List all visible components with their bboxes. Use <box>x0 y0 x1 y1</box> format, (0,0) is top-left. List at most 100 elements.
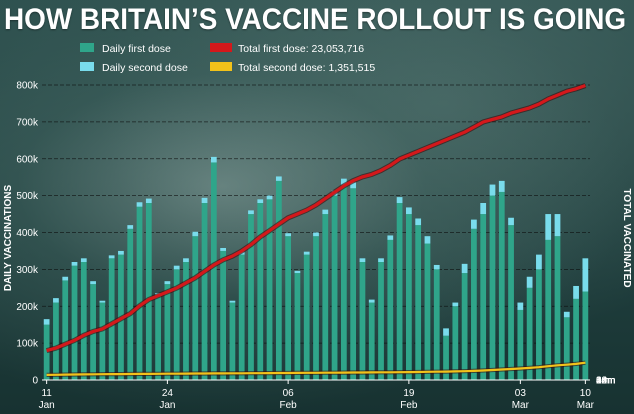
bar-first-dose <box>62 280 69 380</box>
chart-title: HOW BRITAIN’S VACCINE ROLLOUT IS GOING <box>4 3 627 36</box>
bar-first-dose <box>80 262 87 380</box>
bar-first-dose <box>340 184 347 380</box>
bar-first-dose <box>415 225 422 380</box>
bar-first-dose <box>266 199 273 380</box>
bar-first-dose <box>443 335 449 380</box>
y-tick-label-left: 800k <box>16 81 39 92</box>
bar-second-dose <box>127 225 134 229</box>
bar-first-dose <box>275 180 282 380</box>
y-tick-label-right: 14m <box>596 375 615 386</box>
legend-label-total-second: Total second dose: 1,351,515 <box>238 62 375 74</box>
legend-label-total-first: Total first dose: 23,053,716 <box>238 43 364 55</box>
x-tick-label: 19 <box>403 388 415 399</box>
bar-second-dose <box>396 197 403 203</box>
bar-second-dose <box>359 258 366 262</box>
x-tick-sublabel: Feb <box>280 400 298 411</box>
bar-second-dose <box>220 247 226 251</box>
bars-layer <box>43 156 589 380</box>
y-tick-label-right: 12m <box>596 375 615 386</box>
bar-second-dose <box>471 219 477 229</box>
bar-second-dose <box>43 319 50 325</box>
x-tick-label: 03 <box>515 388 527 399</box>
legend: Daily first dose Daily second dose Total… <box>80 43 375 74</box>
bar-first-dose <box>378 262 384 380</box>
legend-label-daily-first: Daily first dose <box>102 43 171 55</box>
x-tick-label: 11 <box>41 388 52 399</box>
bar-second-dose <box>192 231 199 237</box>
x-tick-label: 10 <box>580 388 592 399</box>
bar-second-dose <box>368 299 375 303</box>
bar-second-dose <box>378 258 384 262</box>
y-tick-label-left: 400k <box>16 228 39 239</box>
bar-second-dose <box>480 203 487 215</box>
bar-first-dose <box>303 254 310 380</box>
bar-first-dose <box>452 306 459 380</box>
bar-second-dose <box>350 182 357 189</box>
bar-second-dose <box>164 281 171 285</box>
bar-first-dose <box>210 162 217 380</box>
y-tick-label-left: 100k <box>16 339 39 350</box>
bar-second-dose <box>303 251 310 255</box>
bar-second-dose <box>498 180 505 192</box>
line-total-second-dose <box>46 361 586 376</box>
bar-second-dose <box>118 250 124 255</box>
bar-first-dose <box>526 287 533 380</box>
bar-second-dose <box>517 302 524 310</box>
bar-second-dose <box>415 218 422 226</box>
bar-first-dose <box>136 206 143 380</box>
bar-first-dose <box>285 236 292 380</box>
bar-first-dose <box>229 302 236 380</box>
bar-second-dose <box>573 285 579 299</box>
y-tick-label-left: 0 <box>32 376 38 387</box>
bar-first-dose <box>433 269 440 380</box>
x-tick-sublabel: Jan <box>159 400 175 411</box>
bar-first-dose <box>145 203 152 380</box>
bar-first-dose <box>43 324 50 380</box>
y-tick-label-right: 10m <box>596 375 615 386</box>
x-tick-sublabel: Mar <box>512 400 530 411</box>
bar-first-dose <box>248 214 254 380</box>
x-tick-sublabel: Mar <box>577 400 595 411</box>
y-tick-label-left: 500k <box>16 191 39 202</box>
bar-second-dose <box>285 233 292 237</box>
bar-first-dose <box>238 254 245 380</box>
y-tick-label-right: 0 <box>596 376 602 387</box>
bar-second-dose <box>99 300 106 303</box>
bar-second-dose <box>461 263 468 274</box>
bar-second-dose <box>545 214 552 240</box>
legend-swatch-daily-second <box>80 62 94 71</box>
bar-second-dose <box>443 328 449 336</box>
bar-first-dose <box>396 203 403 380</box>
y-tick-label-right: 20m <box>596 375 615 386</box>
bar-first-dose <box>71 265 78 380</box>
bar-first-dose <box>164 284 171 380</box>
bar-first-dose <box>359 262 366 380</box>
bar-second-dose <box>71 262 78 266</box>
bar-first-dose <box>368 302 375 380</box>
bar-first-dose <box>554 236 561 380</box>
x-tick-label: 06 <box>283 388 295 399</box>
bar-second-dose <box>433 264 440 270</box>
y-tick-label-left: 200k <box>16 302 39 313</box>
bar-second-dose <box>313 232 319 237</box>
bar-second-dose <box>145 198 152 203</box>
legend-swatch-total-second <box>210 62 232 71</box>
legend-swatch-total-first <box>210 43 232 52</box>
y-tick-label-right: 18m <box>596 375 615 386</box>
bar-second-dose <box>53 298 59 303</box>
bar-first-dose <box>461 273 468 380</box>
bar-second-dose <box>508 217 514 226</box>
bar-first-dose <box>387 239 394 380</box>
bar-second-dose <box>387 235 394 240</box>
bar-first-dose <box>220 250 226 380</box>
bar-second-dose <box>257 199 264 203</box>
bar-first-dose <box>173 269 180 380</box>
legend-swatch-daily-first <box>80 43 94 52</box>
bar-first-dose <box>331 195 338 380</box>
bar-first-dose <box>406 214 412 380</box>
legend-label-daily-second: Daily second dose <box>102 62 188 74</box>
bar-first-dose <box>201 203 208 380</box>
bar-second-dose <box>452 302 459 307</box>
bar-second-dose <box>229 300 236 303</box>
bar-second-dose <box>62 276 69 281</box>
